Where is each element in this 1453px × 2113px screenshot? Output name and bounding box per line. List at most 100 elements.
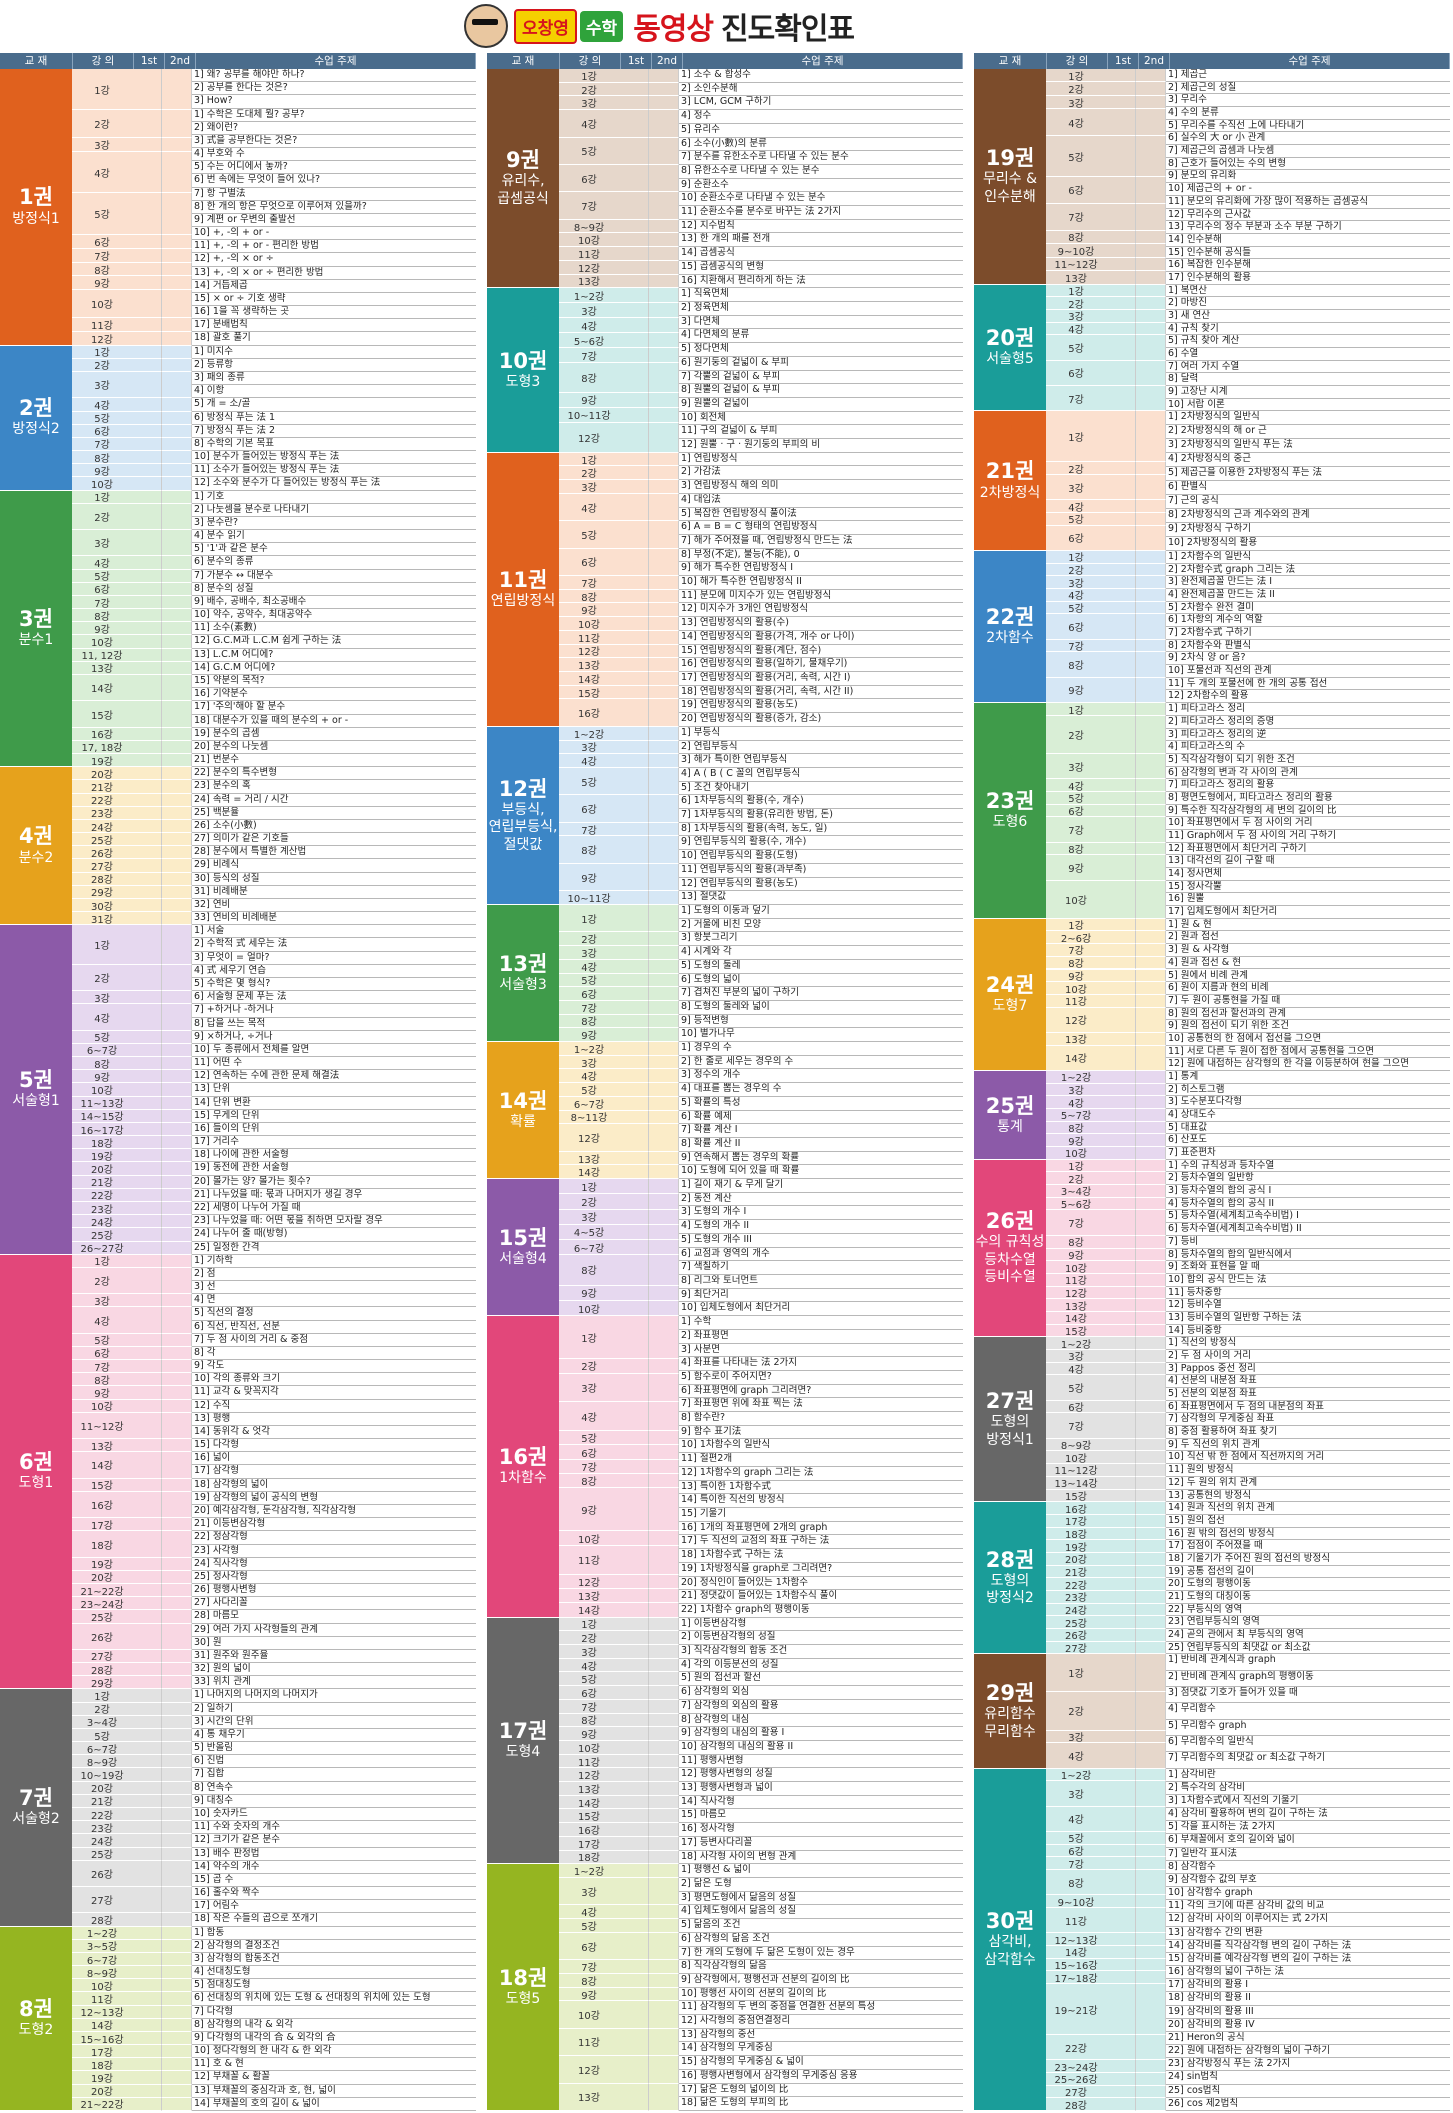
first-check-cell[interactable] (619, 1672, 649, 1687)
second-check-cell[interactable] (649, 1474, 679, 1489)
first-check-cell[interactable] (1106, 297, 1136, 310)
second-check-cell[interactable] (1136, 1552, 1166, 1566)
second-check-cell[interactable] (1136, 1248, 1166, 1262)
second-check-cell[interactable] (649, 137, 679, 165)
first-check-cell[interactable] (619, 617, 649, 631)
second-check-cell[interactable] (1136, 944, 1166, 957)
first-check-cell[interactable] (1106, 176, 1136, 204)
second-check-cell[interactable] (162, 193, 192, 235)
second-check-cell[interactable] (1136, 1603, 1166, 1617)
second-check-cell[interactable] (649, 1905, 679, 1920)
second-check-cell[interactable] (1136, 1908, 1166, 1934)
second-check-cell[interactable] (162, 2005, 192, 2019)
first-check-cell[interactable] (1106, 1565, 1136, 1579)
second-check-cell[interactable] (649, 726, 679, 741)
first-check-cell[interactable] (619, 1809, 649, 1824)
first-check-cell[interactable] (132, 1373, 162, 1387)
first-check-cell[interactable] (619, 1285, 649, 1301)
first-check-cell[interactable] (619, 1588, 649, 1604)
second-check-cell[interactable] (1136, 1654, 1166, 1693)
first-check-cell[interactable] (132, 1267, 162, 1295)
first-check-cell[interactable] (1106, 1172, 1136, 1186)
first-check-cell[interactable] (132, 358, 162, 372)
second-check-cell[interactable] (162, 398, 192, 412)
first-check-cell[interactable] (132, 1228, 162, 1242)
first-check-cell[interactable] (1106, 918, 1136, 932)
first-check-cell[interactable] (132, 648, 162, 662)
second-check-cell[interactable] (649, 822, 679, 837)
first-check-cell[interactable] (1106, 1527, 1136, 1541)
first-check-cell[interactable] (1106, 1730, 1136, 1744)
second-check-cell[interactable] (649, 1531, 679, 1546)
second-check-cell[interactable] (1136, 1502, 1166, 1515)
first-check-cell[interactable] (132, 1439, 162, 1453)
second-check-cell[interactable] (649, 219, 679, 234)
second-check-cell[interactable] (162, 411, 192, 425)
second-check-cell[interactable] (1136, 1641, 1166, 1655)
first-check-cell[interactable] (1106, 1908, 1136, 1934)
first-check-cell[interactable] (619, 1194, 649, 1210)
second-check-cell[interactable] (162, 1412, 192, 1440)
second-check-cell[interactable] (1136, 386, 1166, 412)
second-check-cell[interactable] (649, 754, 679, 768)
second-check-cell[interactable] (1136, 1350, 1166, 1363)
second-check-cell[interactable] (162, 2045, 192, 2059)
second-check-cell[interactable] (162, 1821, 192, 1835)
second-check-cell[interactable] (1136, 1629, 1166, 1642)
first-check-cell[interactable] (619, 946, 649, 960)
second-check-cell[interactable] (649, 973, 679, 988)
first-check-cell[interactable] (619, 274, 649, 289)
first-check-cell[interactable] (619, 630, 649, 645)
second-check-cell[interactable] (162, 661, 192, 675)
second-check-cell[interactable] (162, 1794, 192, 1808)
second-check-cell[interactable] (1136, 1324, 1166, 1338)
second-check-cell[interactable] (162, 1004, 192, 1031)
first-check-cell[interactable] (132, 661, 162, 675)
second-check-cell[interactable] (1136, 500, 1166, 513)
second-check-cell[interactable] (1136, 1984, 1166, 2035)
second-check-cell[interactable] (649, 1795, 679, 1810)
second-check-cell[interactable] (1136, 297, 1166, 310)
second-check-cell[interactable] (162, 358, 192, 372)
first-check-cell[interactable] (132, 1570, 162, 1585)
first-check-cell[interactable] (132, 1847, 162, 1861)
first-check-cell[interactable] (132, 1452, 162, 1479)
second-check-cell[interactable] (649, 904, 679, 933)
first-check-cell[interactable] (619, 1823, 649, 1837)
second-check-cell[interactable] (649, 1194, 679, 1210)
first-check-cell[interactable] (1106, 500, 1136, 513)
second-check-cell[interactable] (162, 1676, 192, 1690)
second-check-cell[interactable] (649, 233, 679, 248)
first-check-cell[interactable] (132, 234, 162, 249)
first-check-cell[interactable] (619, 672, 649, 686)
second-check-cell[interactable] (649, 192, 679, 220)
second-check-cell[interactable] (649, 1617, 679, 1632)
second-check-cell[interactable] (1136, 1857, 1166, 1870)
second-check-cell[interactable] (1136, 1768, 1166, 1782)
second-check-cell[interactable] (162, 1030, 192, 1044)
first-check-cell[interactable] (619, 1239, 649, 1256)
second-check-cell[interactable] (649, 1631, 679, 1646)
first-check-cell[interactable] (1106, 1641, 1136, 1655)
first-check-cell[interactable] (132, 1781, 162, 1795)
first-check-cell[interactable] (1106, 1514, 1136, 1528)
first-check-cell[interactable] (1106, 1831, 1136, 1845)
second-check-cell[interactable] (649, 987, 679, 1001)
first-check-cell[interactable] (619, 219, 649, 234)
first-check-cell[interactable] (132, 1715, 162, 1729)
first-check-cell[interactable] (619, 1209, 649, 1225)
second-check-cell[interactable] (649, 1488, 679, 1532)
first-check-cell[interactable] (1106, 360, 1136, 387)
second-check-cell[interactable] (162, 727, 192, 741)
first-check-cell[interactable] (132, 898, 162, 913)
first-check-cell[interactable] (1106, 1096, 1136, 1109)
second-check-cell[interactable] (1136, 639, 1166, 653)
second-check-cell[interactable] (649, 333, 679, 349)
first-check-cell[interactable] (619, 260, 649, 275)
second-check-cell[interactable] (649, 1014, 679, 1029)
second-check-cell[interactable] (1136, 1870, 1166, 1896)
second-check-cell[interactable] (649, 363, 679, 393)
second-check-cell[interactable] (162, 1715, 192, 1729)
second-check-cell[interactable] (1136, 1185, 1166, 1198)
second-check-cell[interactable] (162, 317, 192, 332)
